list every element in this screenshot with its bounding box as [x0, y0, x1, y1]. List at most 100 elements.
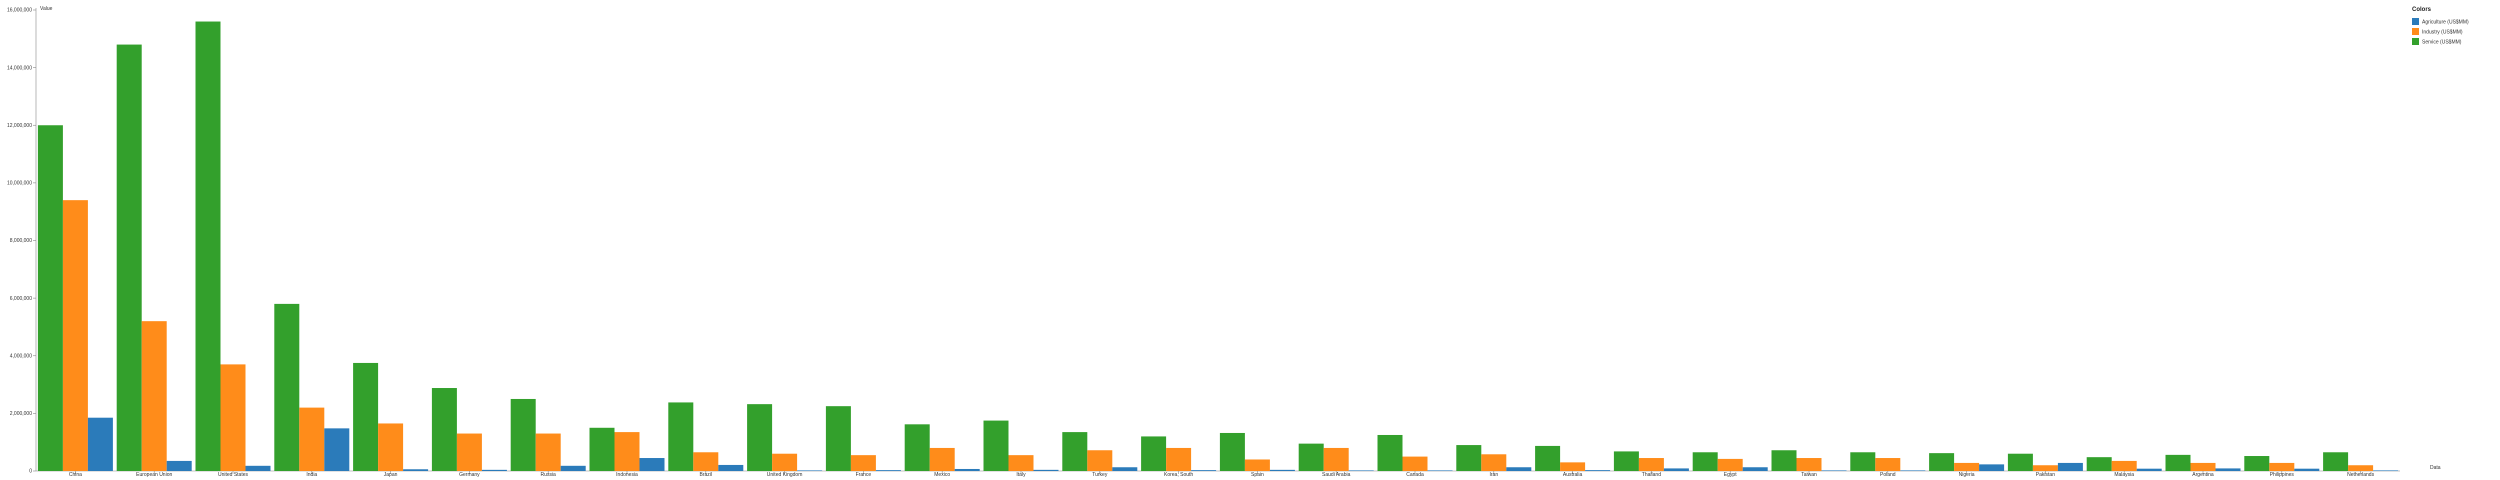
- x-tick-label: United States: [218, 472, 249, 478]
- bar-agriculture: [2136, 468, 2162, 471]
- bar-service: [747, 404, 773, 471]
- bar-service: [116, 44, 142, 471]
- bar-service: [1219, 432, 1245, 471]
- x-axis-title: Data: [2430, 465, 2441, 471]
- bar-industry: [929, 447, 955, 471]
- bar-industry: [1087, 450, 1113, 471]
- x-tick-label: Russia: [541, 472, 557, 478]
- bar-agriculture: [87, 417, 113, 471]
- y-tick-label: 8,000,000: [10, 238, 32, 244]
- x-tick-label: European Union: [136, 472, 172, 478]
- y-tick-label: 10,000,000: [7, 181, 32, 187]
- bar-service: [431, 388, 457, 471]
- y-tick-label: 6,000,000: [10, 296, 32, 302]
- x-tick-label: Brazil: [700, 472, 713, 478]
- bar-service: [1929, 453, 1955, 471]
- bar-service: [983, 420, 1009, 471]
- bar-industry: [2269, 462, 2295, 471]
- x-tick-label: Spain: [1251, 472, 1264, 478]
- bar-agriculture: [1269, 469, 1295, 471]
- y-tick-label: 0: [29, 469, 32, 475]
- bar-agriculture: [324, 428, 350, 471]
- bar-agriculture: [166, 460, 192, 471]
- bar-service: [2244, 456, 2270, 471]
- bar-service: [1456, 445, 1482, 471]
- bar-service: [1613, 451, 1639, 471]
- bar-service: [825, 406, 851, 471]
- bar-service: [274, 303, 300, 471]
- bar-industry: [1008, 455, 1034, 471]
- bar-agriculture: [1033, 469, 1059, 471]
- bar-service: [1692, 452, 1718, 471]
- x-axis: [36, 470, 2400, 474]
- bar-service: [195, 21, 221, 472]
- bar-industry: [456, 433, 482, 471]
- y-axis-title: Value: [40, 6, 53, 12]
- bar-service: [668, 402, 694, 471]
- x-tick-label: Australia: [1563, 472, 1583, 478]
- bar-service: [2007, 453, 2033, 471]
- y-axis: 0 2,000,000 4,000,000 6,000,000 8,000,000 10,…: [7, 8, 37, 475]
- y-tick-label: 14,000,000: [7, 65, 32, 71]
- bar-industry: [693, 452, 719, 471]
- bar-industry: [535, 433, 561, 471]
- bar-agriculture: [2215, 468, 2241, 471]
- bar-service: [1298, 443, 1324, 471]
- x-tick-label: Canada: [1406, 472, 1424, 478]
- bar-service: [1850, 452, 1876, 471]
- x-tick-label: United Kingdom: [767, 472, 803, 478]
- y-tick-label: 16,000,000: [7, 8, 32, 14]
- bar-industry: [1402, 456, 1428, 471]
- x-tick-label: Korea, South: [1164, 472, 1193, 478]
- x-tick-label: Thailand: [1642, 472, 1661, 478]
- x-tick-label: Japan: [384, 472, 398, 478]
- bar-industry: [62, 200, 88, 471]
- legend-swatch: [2412, 18, 2419, 25]
- bar-agriculture: [1191, 470, 1217, 471]
- legend-label: Service (US$MM): [2422, 40, 2462, 46]
- bar-industry: [1244, 459, 1270, 471]
- bar-industry: [299, 407, 325, 471]
- bar-agriculture: [2373, 470, 2399, 471]
- bar-agriculture: [1112, 467, 1138, 471]
- bar-agriculture: [1585, 470, 1611, 471]
- bar-agriculture: [1821, 470, 1847, 471]
- y-tick-label: 12,000,000: [7, 123, 32, 129]
- x-tick-label: Turkey: [1092, 472, 1108, 478]
- bars-group: [37, 21, 2399, 472]
- x-tick-label: China: [69, 472, 82, 478]
- bar-agriculture: [954, 468, 980, 471]
- bar-agriculture: [245, 465, 271, 471]
- bar-agriculture: [481, 469, 507, 471]
- x-tick-label: Mexico: [934, 472, 950, 478]
- x-tick-label: Poland: [1880, 472, 1896, 478]
- bar-industry: [772, 453, 798, 471]
- bar-service: [1062, 432, 1088, 471]
- x-tick-label: Argentina: [2192, 472, 2214, 478]
- x-tick-label: Germany: [459, 472, 480, 478]
- x-tick-label: Egypt: [1724, 472, 1737, 478]
- bar-service: [2323, 452, 2349, 471]
- bar-service: [2086, 457, 2112, 471]
- bar-agriculture: [875, 470, 901, 471]
- bar-service: [1535, 445, 1561, 471]
- bar-agriculture: [1348, 470, 1374, 471]
- legend-swatch: [2412, 38, 2419, 45]
- bar-industry: [1560, 462, 1586, 471]
- x-tick-label: Iran: [1489, 472, 1498, 478]
- x-tick-label: India: [306, 472, 317, 478]
- bar-service: [353, 362, 379, 471]
- bar-industry: [614, 432, 640, 471]
- bar-agriculture: [1506, 467, 1532, 471]
- bar-agriculture: [1427, 470, 1453, 471]
- bar-industry: [2111, 460, 2137, 471]
- bar-industry: [1638, 458, 1664, 471]
- bar-service: [1377, 434, 1403, 471]
- x-tick-label: France: [856, 472, 872, 478]
- x-tick-label: Indonesia: [616, 472, 638, 478]
- bar-industry: [1481, 454, 1507, 471]
- bar-industry: [1166, 447, 1192, 471]
- legend-label: Industry (US$MM): [2422, 30, 2463, 36]
- bar-service: [1141, 436, 1167, 471]
